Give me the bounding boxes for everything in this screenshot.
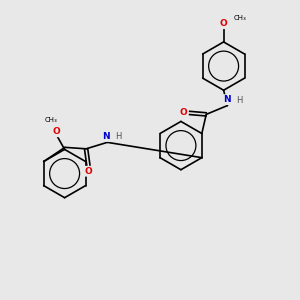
Text: CH₃: CH₃	[45, 117, 57, 123]
Text: CH₃: CH₃	[234, 15, 247, 21]
Text: O: O	[220, 19, 227, 28]
Text: O: O	[180, 108, 188, 117]
Text: N: N	[102, 132, 110, 141]
Text: H: H	[236, 96, 243, 105]
Text: O: O	[52, 127, 60, 136]
Text: H: H	[115, 132, 121, 141]
Text: O: O	[85, 167, 92, 176]
Text: N: N	[223, 95, 231, 104]
